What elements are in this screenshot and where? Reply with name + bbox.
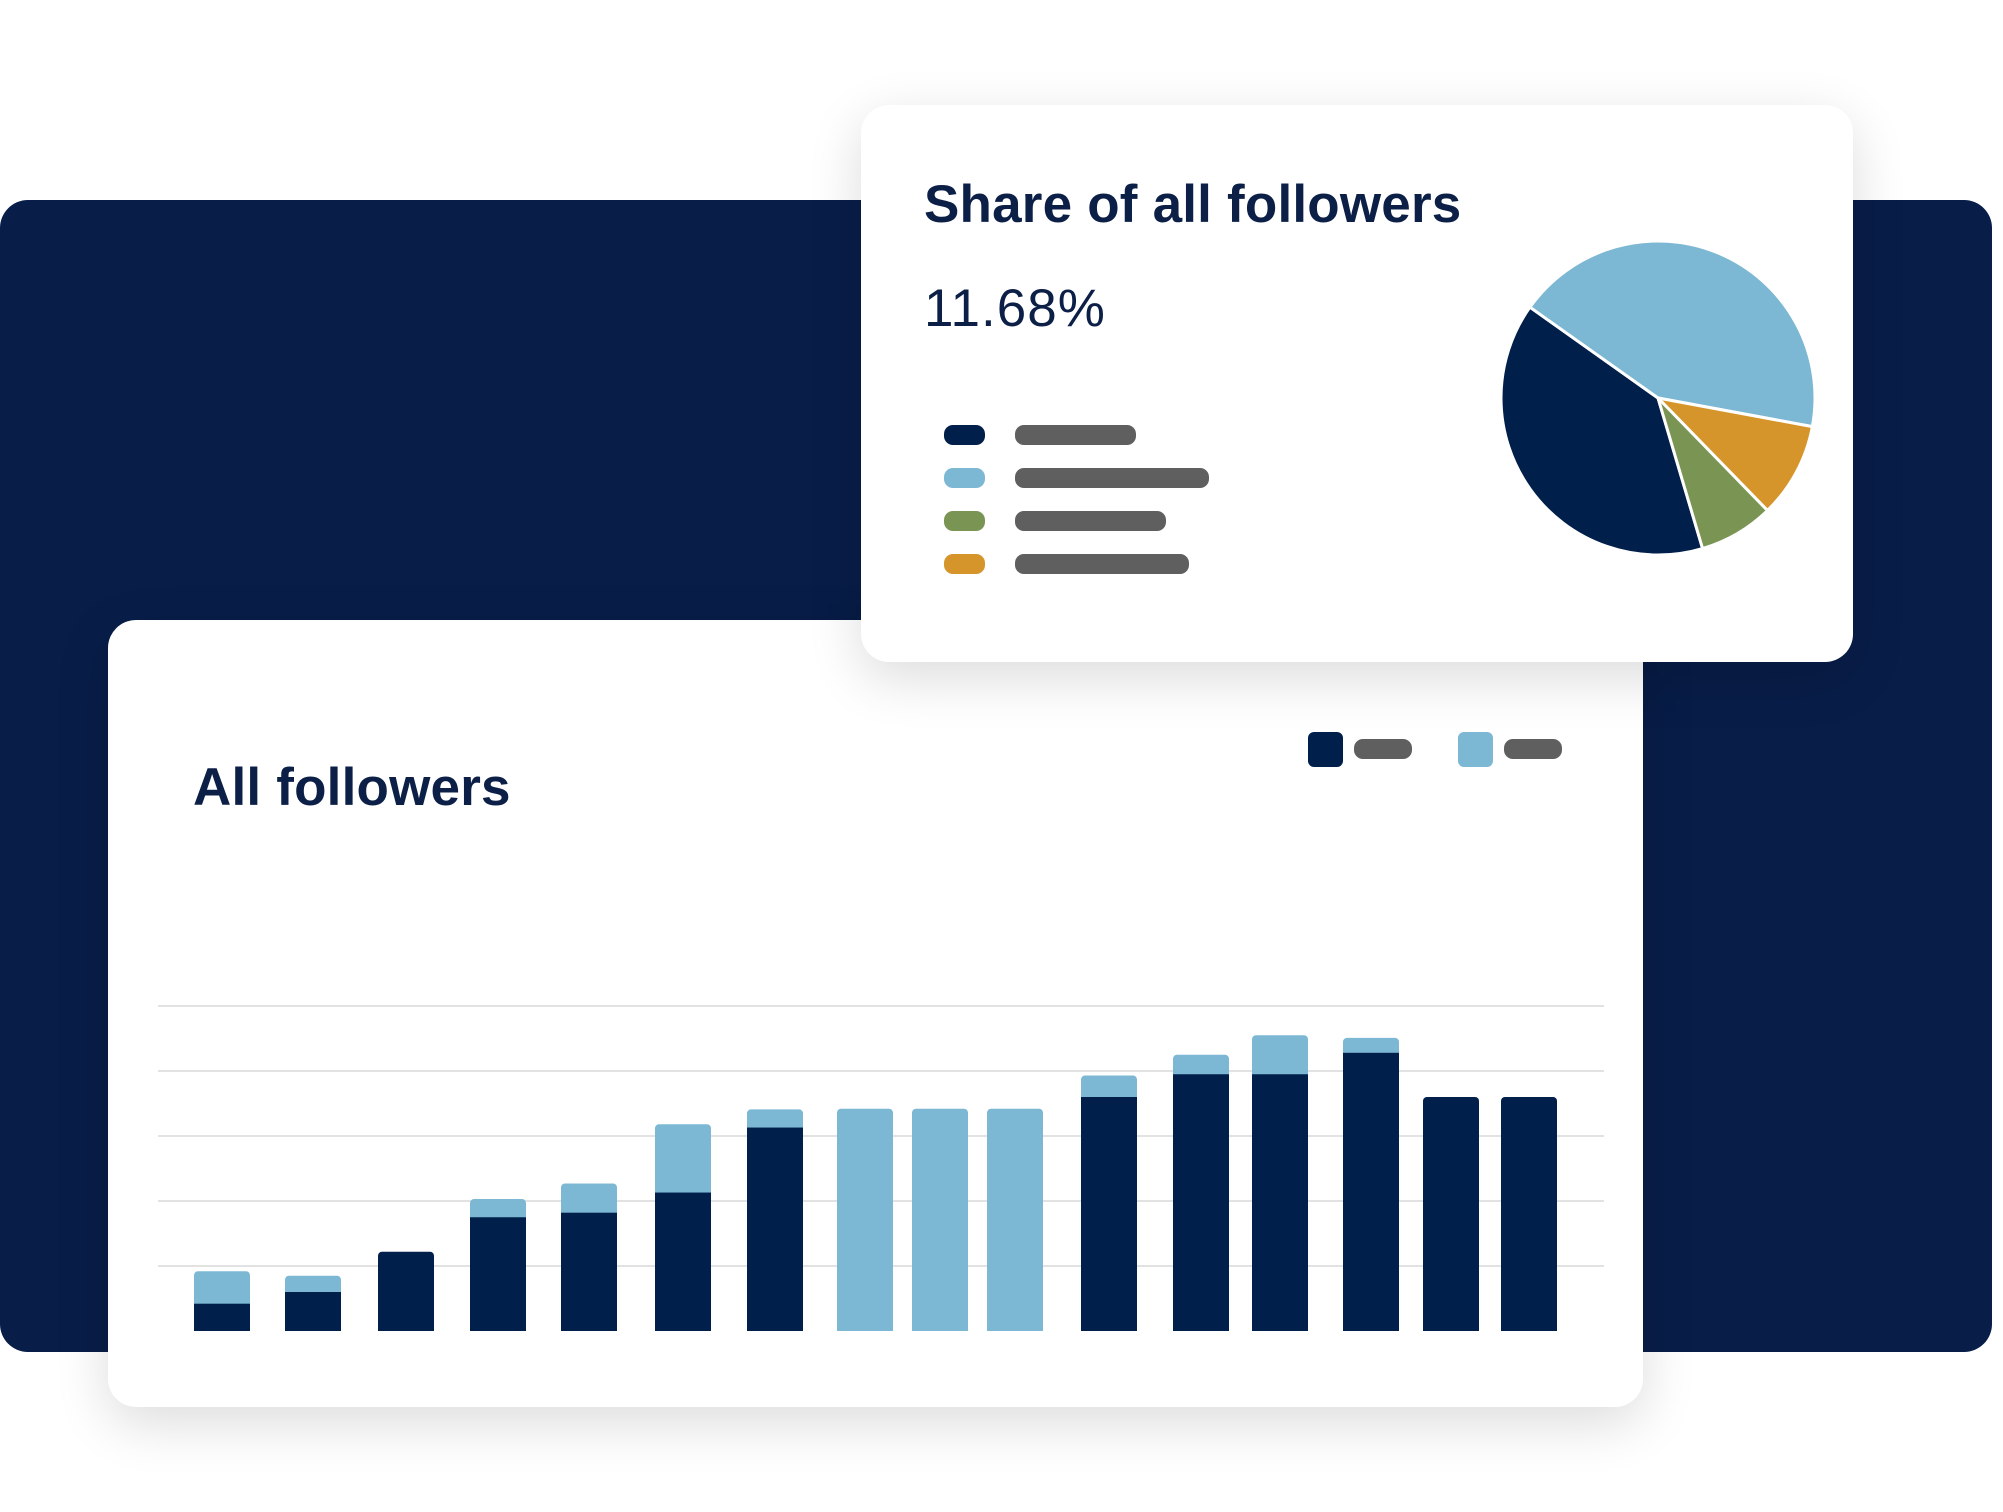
stacked-bar bbox=[1343, 1037, 1399, 1331]
bar-legend-label-placeholder bbox=[1354, 739, 1412, 759]
bar-base bbox=[1081, 1325, 1137, 1331]
stacked-bar bbox=[1173, 1054, 1229, 1331]
bar-base bbox=[194, 1325, 250, 1331]
pie-slice-2 bbox=[1656, 396, 1814, 513]
stacked-bar bbox=[837, 1108, 893, 1331]
bar-base bbox=[285, 1325, 341, 1331]
stacked-bar bbox=[194, 1271, 250, 1331]
bar-segment-navy bbox=[1252, 1074, 1308, 1331]
bar-segment-navy bbox=[747, 1127, 803, 1331]
pie-legend-label-placeholder bbox=[1015, 511, 1166, 531]
all-followers-bar-chart bbox=[158, 1005, 1604, 1331]
bar-base bbox=[1423, 1325, 1479, 1331]
share-pie-chart bbox=[1499, 239, 1817, 557]
stacked-bar bbox=[1081, 1075, 1137, 1331]
all-followers-title: All followers bbox=[193, 758, 511, 817]
bar-segment-navy bbox=[1173, 1074, 1229, 1331]
bar-segment-navy bbox=[1081, 1097, 1137, 1331]
pie-slice-1 bbox=[1528, 239, 1817, 429]
pie-legend-label-placeholder bbox=[1015, 468, 1209, 488]
bar-segment-navy bbox=[470, 1217, 526, 1331]
stacked-bar bbox=[285, 1275, 341, 1331]
share-card-title: Share of all followers bbox=[924, 175, 1462, 234]
pie-legend-swatch-navy bbox=[944, 425, 985, 445]
bar-segment-light-blue bbox=[837, 1108, 893, 1331]
bar-base bbox=[1252, 1325, 1308, 1331]
share-percentage-value: 11.68% bbox=[924, 279, 1106, 338]
stacked-bar bbox=[912, 1108, 968, 1331]
bar-base bbox=[655, 1325, 711, 1331]
pie-legend-swatch-orange bbox=[944, 554, 985, 574]
bar-legend-swatch-navy bbox=[1308, 732, 1343, 767]
share-of-followers-card: Share of all followers 11.68% bbox=[861, 105, 1853, 662]
bar-segment-navy bbox=[1423, 1097, 1479, 1331]
stacked-bar bbox=[1423, 1097, 1479, 1331]
bar-base bbox=[747, 1325, 803, 1331]
stacked-bar bbox=[378, 1251, 434, 1331]
stacked-bar bbox=[561, 1183, 617, 1331]
bar-base bbox=[1173, 1325, 1229, 1331]
bar-base bbox=[912, 1325, 968, 1331]
pie-legend-swatch-light-blue bbox=[944, 468, 985, 488]
pie-legend-swatch-green bbox=[944, 511, 985, 531]
stacked-bar bbox=[655, 1124, 711, 1331]
bar-segment-light-blue bbox=[912, 1108, 968, 1331]
stacked-bar bbox=[987, 1108, 1043, 1331]
bar-segment-navy bbox=[1501, 1097, 1557, 1331]
bar-base bbox=[1501, 1325, 1557, 1331]
bar-base bbox=[470, 1325, 526, 1331]
bar-base bbox=[561, 1325, 617, 1331]
all-followers-card: All followers bbox=[108, 620, 1643, 1407]
bar-segment-light-blue bbox=[987, 1108, 1043, 1331]
bar-segment-navy bbox=[655, 1192, 711, 1331]
pie-slice-0 bbox=[1499, 305, 1705, 557]
bar-segment-navy bbox=[561, 1212, 617, 1331]
bar-base bbox=[378, 1325, 434, 1331]
bar-legend-label-placeholder bbox=[1504, 739, 1562, 759]
bar-base bbox=[987, 1325, 1043, 1331]
pie-legend-label-placeholder bbox=[1015, 554, 1189, 574]
bar-legend-swatch-light-blue bbox=[1458, 732, 1493, 767]
bar-segment-navy bbox=[378, 1251, 434, 1331]
bar-segment-navy bbox=[1343, 1052, 1399, 1331]
bar-base bbox=[837, 1325, 893, 1331]
stacked-bar bbox=[1252, 1035, 1308, 1331]
pie-slice-3 bbox=[1656, 396, 1769, 551]
pie-legend-label-placeholder bbox=[1015, 425, 1136, 445]
stacked-bar bbox=[470, 1199, 526, 1331]
stacked-bar bbox=[1501, 1097, 1557, 1331]
bar-base bbox=[1343, 1325, 1399, 1331]
stacked-bar bbox=[747, 1109, 803, 1331]
bar-segment-navy bbox=[285, 1292, 341, 1331]
